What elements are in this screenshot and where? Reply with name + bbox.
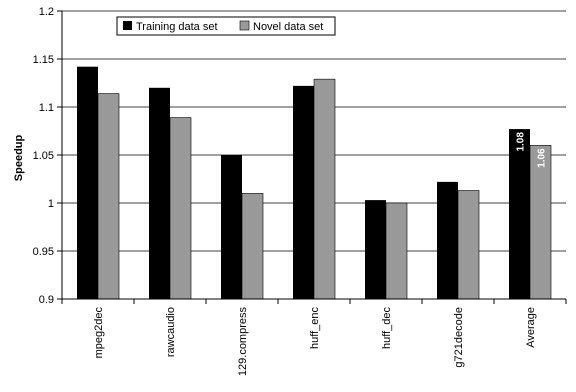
y-tick-label: 1.05 bbox=[33, 150, 54, 162]
bar-training-huff-enc bbox=[293, 85, 314, 299]
y-tick-label: 1.15 bbox=[33, 54, 54, 66]
bar-training-huff-dec bbox=[365, 200, 386, 299]
bar-training-g721decode bbox=[437, 181, 458, 299]
data-label: 1.08 bbox=[516, 132, 527, 152]
axes bbox=[57, 10, 567, 304]
bar-training-129-compress bbox=[221, 155, 242, 299]
category-label: g721decode bbox=[453, 307, 465, 368]
legend: Training data set Novel data set bbox=[116, 16, 336, 36]
legend-swatch-training bbox=[123, 21, 132, 30]
category-labels: mpeg2dec rawcaudio 129.compress huff_enc huf… bbox=[93, 307, 537, 377]
bar-novel-huff-enc bbox=[313, 78, 336, 300]
bar-novel-rawcaudio bbox=[169, 117, 192, 300]
data-label: 1.06 bbox=[537, 148, 548, 168]
bar-novel-g721decode bbox=[457, 190, 480, 300]
bar-novel-huff-dec bbox=[385, 202, 408, 300]
category-label: Average bbox=[525, 307, 537, 348]
y-axis-title: Speedup bbox=[13, 134, 25, 181]
bars bbox=[77, 66, 552, 300]
category-label: rawcaudio bbox=[165, 307, 177, 357]
y-tick-label: 0.95 bbox=[33, 246, 54, 258]
y-tick-label: 0.9 bbox=[39, 294, 54, 306]
legend-label-training: Training data set bbox=[136, 21, 218, 33]
bar-training-average bbox=[509, 129, 530, 299]
legend-label-novel: Novel data set bbox=[253, 21, 323, 33]
legend-swatch-novel bbox=[239, 20, 250, 31]
y-tick-label: 1.2 bbox=[39, 6, 54, 18]
legend-box bbox=[116, 16, 336, 36]
category-label: huff_dec bbox=[381, 307, 393, 350]
category-label: 129.compress bbox=[237, 307, 249, 377]
category-label: huff_enc bbox=[309, 307, 321, 350]
bar-training-rawcaudio bbox=[149, 87, 170, 299]
y-tick-label: 1 bbox=[48, 198, 54, 210]
bar-novel-129-compress bbox=[241, 193, 264, 300]
y-tick-label: 1.1 bbox=[39, 102, 54, 114]
bar-novel-mpeg2dec bbox=[97, 93, 120, 300]
y-tick-labels: 0.9 0.95 1 1.05 1.1 1.15 1.2 bbox=[33, 6, 54, 306]
data-labels: 1.08 1.06 bbox=[516, 132, 548, 168]
bar-training-mpeg2dec bbox=[77, 66, 98, 300]
category-label: mpeg2dec bbox=[93, 307, 105, 359]
